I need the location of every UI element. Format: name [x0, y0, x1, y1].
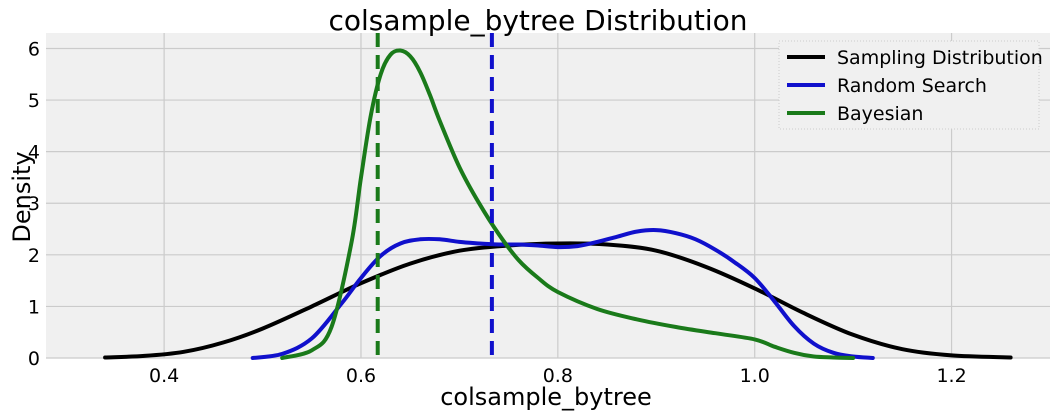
- series-line-bayesian: [280, 48, 856, 360]
- y-tick-label: 1: [28, 296, 40, 318]
- y-tick-label: 2: [28, 245, 40, 267]
- legend-label: Random Search: [837, 75, 987, 97]
- x-tick-label: 1.2: [936, 365, 966, 387]
- legend: Sampling Distribution Random Search Bayesi…: [778, 40, 1043, 130]
- x-tick-label: 0.4: [149, 365, 179, 387]
- y-tick-label: 4: [28, 142, 40, 164]
- chart-title: colsample_bytree Distribution: [328, 4, 747, 37]
- legend-label: Bayesian: [837, 103, 923, 125]
- y-tick-label: 3: [28, 193, 40, 215]
- x-tick-label: 0.6: [346, 365, 376, 387]
- x-tick-label: 0.8: [543, 365, 573, 387]
- x-tick-label: 1.0: [740, 365, 770, 387]
- y-axis-label: Density: [8, 151, 36, 242]
- y-tick-label: 5: [28, 90, 40, 112]
- x-axis-label: colsample_bytree: [440, 383, 652, 411]
- legend-label: Sampling Distribution: [837, 47, 1043, 69]
- y-tick-label: 0: [28, 348, 40, 370]
- y-tick-label: 6: [28, 38, 40, 60]
- series-line-random-search: [250, 228, 875, 360]
